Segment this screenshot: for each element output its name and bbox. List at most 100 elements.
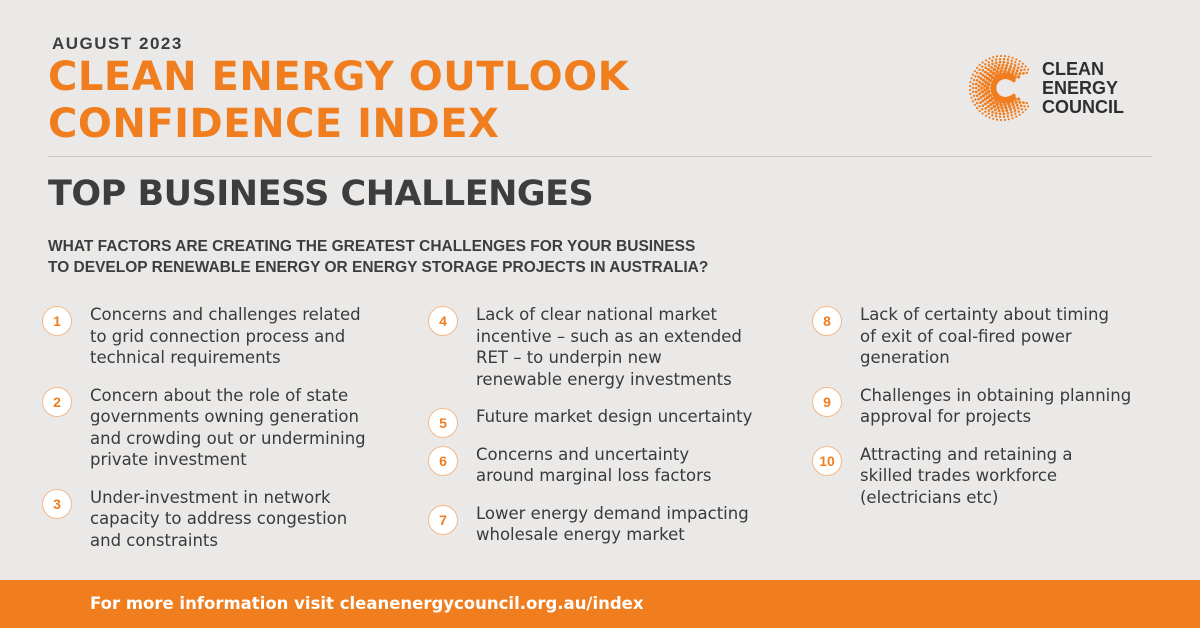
- logo-dot: [1024, 108, 1027, 111]
- logo-dot: [988, 116, 991, 119]
- logo-dot: [969, 84, 972, 88]
- logo-dot: [1001, 109, 1005, 113]
- logo-dot: [1000, 66, 1004, 70]
- challenge-text-line: renewable energy investments: [476, 369, 732, 389]
- logo-dot: [991, 62, 994, 66]
- logo-dot: [1002, 115, 1006, 119]
- logo-dot: [993, 108, 997, 112]
- logo-dot: [980, 82, 985, 86]
- logo-dot: [1014, 100, 1018, 104]
- logo-dot: [1024, 65, 1027, 68]
- logo-dot: [987, 64, 991, 67]
- logo-dot: [984, 114, 988, 117]
- logo-dot: [991, 100, 996, 105]
- logo-dot: [977, 88, 981, 92]
- logo-dot: [988, 73, 993, 78]
- logo-dot: [978, 92, 982, 96]
- logo-dot: [1021, 111, 1024, 114]
- challenge-number-badge: 7: [428, 504, 458, 535]
- logo-dot: [998, 112, 1002, 116]
- challenge-item: 6 Concerns and uncertainty around marginal…: [426, 444, 796, 487]
- logo-dot: [979, 101, 982, 104]
- logo-dot: [997, 109, 1001, 113]
- logo-dot: [1022, 101, 1025, 104]
- logo-dot: [1015, 58, 1018, 61]
- section-heading: TOP BUSINESS CHALLENGES: [48, 174, 594, 214]
- footer-info-link[interactable]: For more information visit cleanenergyco…: [90, 594, 644, 613]
- logo-dot: [992, 67, 996, 72]
- logo-dot: [986, 105, 990, 108]
- logo-dot: [990, 107, 994, 110]
- logo-dot: [1011, 69, 1015, 74]
- logo-dot: [970, 96, 973, 99]
- logo-dot: [976, 107, 979, 110]
- logo-dot: [1012, 106, 1016, 110]
- logo-dot: [999, 69, 1003, 73]
- challenge-item: 9 Challenges in obtaining planning approva…: [810, 385, 1170, 428]
- logo-line-1: CLEAN: [1042, 59, 1104, 79]
- sunburst-c-icon: [969, 54, 1030, 122]
- challenge-text: Lack of certainty about timing of exit of…: [860, 304, 1170, 369]
- logo-dot: [1006, 115, 1010, 118]
- logo-dot: [981, 99, 985, 103]
- logo-dot: [1009, 107, 1013, 111]
- challenge-text-line: technical requirements: [90, 348, 281, 367]
- challenge-text-line: governments owning generation: [90, 407, 359, 426]
- challenge-item: 1 Concerns and challenges related to grid …: [40, 304, 400, 369]
- logo-dot: [994, 61, 998, 65]
- challenge-text-line: Lack of certainty about timing: [860, 305, 1109, 324]
- logo-dot: [973, 70, 976, 73]
- logo-dot: [1023, 68, 1026, 71]
- logo-c-stroke: [990, 73, 1015, 103]
- challenge-text-line: (electricians etc): [860, 487, 999, 507]
- logo-dot: [1019, 104, 1023, 108]
- challenges-column-1: 1 Concerns and challenges related to grid …: [40, 304, 400, 567]
- logo-dot: [986, 86, 990, 90]
- challenge-item: 2 Concern about the role of state governme…: [40, 385, 400, 471]
- logo-dot: [1010, 62, 1013, 66]
- logo-dot: [1025, 71, 1029, 75]
- logo-dot: [1015, 69, 1019, 73]
- logo-dot: [998, 57, 1002, 61]
- logo-dot: [1016, 106, 1020, 110]
- logo-dot: [995, 69, 999, 74]
- logo-dot: [1008, 104, 1012, 109]
- logo-dot: [996, 118, 999, 121]
- logo-dot: [1018, 100, 1022, 104]
- logo-dot: [992, 56, 995, 59]
- logo-dot: [1011, 117, 1014, 120]
- logo-dot: [994, 58, 998, 61]
- logo-dot: [981, 61, 984, 64]
- logo-dot: [975, 101, 979, 105]
- logo-dot: [984, 63, 987, 66]
- logo-dot: [978, 105, 981, 108]
- logo-dot: [978, 68, 981, 71]
- logo-dot: [1000, 106, 1004, 110]
- logo-dot: [978, 63, 981, 67]
- logo-dot: [977, 84, 981, 88]
- logo-dot: [975, 71, 979, 75]
- logo-dot: [974, 90, 978, 94]
- logo-dot: [1022, 72, 1025, 75]
- logo-dot: [990, 75, 995, 80]
- logo-dot: [975, 78, 979, 82]
- logo-dot: [971, 100, 974, 103]
- logo-dot: [991, 114, 994, 117]
- logo-dot: [980, 107, 984, 111]
- logo-dot: [974, 75, 977, 78]
- challenge-text: Attracting and retaining a skilled trades…: [860, 444, 1170, 509]
- title-line-1: CLEAN ENERGY OUTLOOK: [48, 54, 630, 100]
- logo-dot: [1014, 61, 1017, 64]
- logo-dot: [1017, 63, 1020, 66]
- logo-dot: [986, 72, 990, 76]
- logo-dot: [987, 109, 991, 112]
- challenge-text-line: skilled trades workforce: [860, 466, 1058, 485]
- challenges-column-3: 8 Lack of certainty about timing of exit o…: [810, 304, 1170, 524]
- logo-dot: [979, 77, 983, 80]
- logo-dot: [1018, 60, 1021, 63]
- challenge-text-line: incentive – such as an extended: [476, 326, 742, 346]
- logo-dot: [1010, 59, 1013, 62]
- logo-dot: [1003, 118, 1007, 121]
- logo-dot: [1007, 55, 1010, 58]
- logo-dot: [986, 100, 990, 104]
